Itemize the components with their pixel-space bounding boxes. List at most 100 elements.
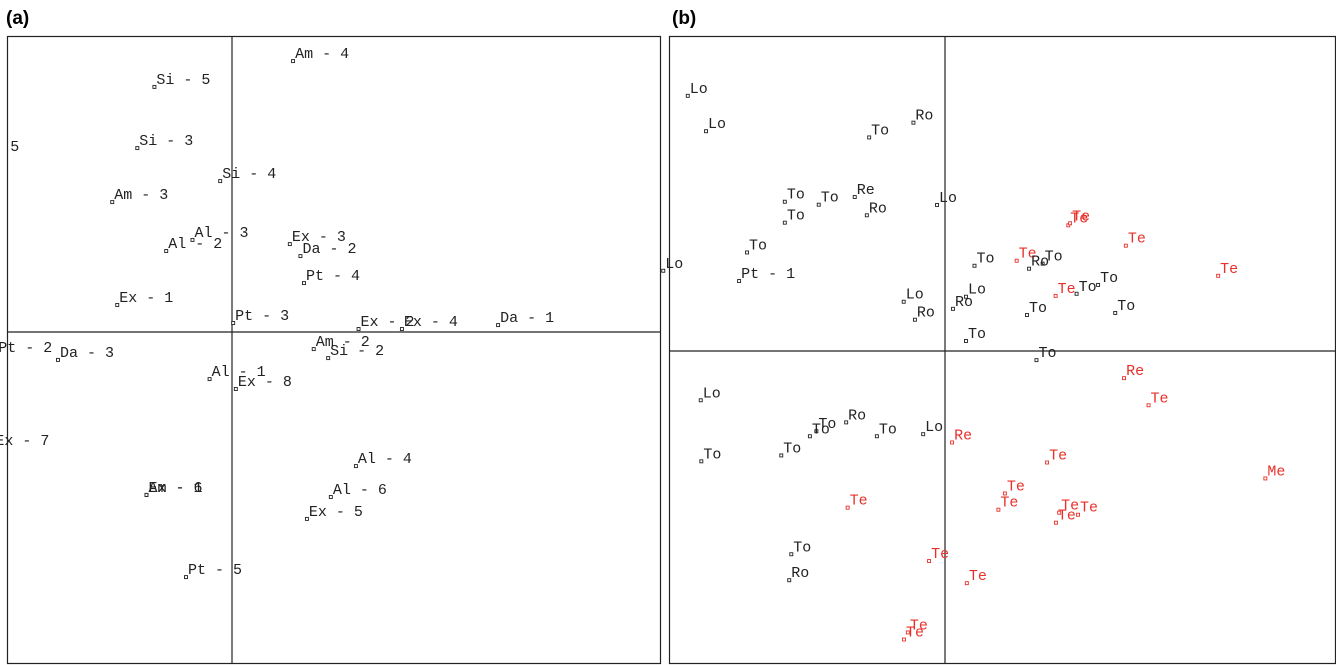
point-marker	[1113, 310, 1118, 315]
point-marker	[1074, 291, 1079, 296]
point-label: To	[968, 326, 986, 343]
scatter-point: Ex - 7	[0, 433, 49, 450]
point-marker	[911, 120, 916, 125]
point-label: To	[812, 421, 830, 438]
point-marker	[207, 377, 212, 382]
point-marker	[164, 249, 169, 253]
point-marker	[964, 581, 969, 586]
point-marker	[905, 630, 910, 635]
point-label: Lo	[925, 419, 943, 436]
point-marker	[1216, 273, 1221, 278]
scatter-point: Al - 1	[207, 364, 266, 382]
scatter-point: To	[807, 421, 830, 438]
scatter-point: Te	[1076, 500, 1098, 517]
point-marker	[699, 459, 704, 464]
scatter-point: Si - 4	[218, 166, 276, 183]
point-marker	[912, 317, 917, 322]
point-marker	[844, 420, 849, 425]
scatter-point: Pt - 3	[231, 308, 289, 325]
scatter-point: Te	[845, 493, 868, 510]
scatter-point: Da - 2	[298, 241, 356, 259]
point-marker	[1263, 476, 1268, 481]
point-marker	[996, 507, 1001, 512]
point-marker	[328, 495, 333, 499]
point-label: Da - 1	[500, 310, 554, 327]
point-marker	[1040, 261, 1045, 266]
point-label: Al - 2	[168, 236, 222, 253]
point-label: Ex - 8	[238, 374, 292, 391]
scatter-point: Ro	[911, 108, 933, 125]
point-marker	[779, 453, 784, 458]
scatter-point: To	[816, 190, 839, 207]
scatter-point: To	[874, 421, 897, 438]
scatter-point: To	[1034, 345, 1056, 362]
point-marker	[963, 294, 968, 299]
scatter-point: To	[782, 208, 805, 225]
scatter-point: Si - 5	[152, 72, 210, 89]
point-marker	[356, 327, 361, 331]
point-label: Am - 1	[148, 480, 202, 497]
point-marker	[921, 432, 926, 437]
point-label: Ro	[848, 407, 866, 424]
point-label: Te	[969, 568, 987, 585]
point-label: Lo	[665, 256, 683, 273]
point-marker	[184, 575, 188, 580]
point-marker	[950, 440, 955, 445]
scatter-point: Te	[1146, 390, 1169, 407]
scatter-point: Ro	[1027, 254, 1049, 271]
scatter-point: To	[963, 326, 986, 343]
point-marker	[298, 254, 303, 259]
scatter-point: Al - 5	[0, 139, 19, 156]
point-label: Re	[954, 427, 972, 444]
point-marker	[115, 303, 120, 307]
scatter-point: Da - 1	[496, 310, 554, 327]
point-label: Te	[931, 546, 949, 563]
scatter-point: Pt - 1	[737, 266, 795, 283]
point-marker	[698, 398, 703, 403]
point-label: Lo	[690, 81, 708, 98]
point-label: Te	[1000, 495, 1018, 512]
point-label: Da - 3	[60, 345, 114, 362]
scatter-point: Te	[996, 495, 1018, 512]
scatter-point: To	[1074, 279, 1097, 296]
scatter-point: Ex - 8	[233, 374, 292, 391]
point-marker	[231, 321, 236, 325]
point-label: Lo	[939, 190, 957, 207]
point-marker	[901, 299, 906, 304]
scatter-point: Te	[1014, 246, 1037, 263]
point-label: Ex - 5	[309, 504, 363, 521]
scatter-point: Lo	[901, 287, 924, 304]
scatter-point: Am - 2	[311, 334, 370, 352]
point-label: Te	[1151, 390, 1169, 407]
point-marker	[789, 552, 794, 557]
scatter-point: Ro	[951, 294, 973, 311]
point-marker	[661, 268, 666, 273]
point-marker	[927, 559, 932, 563]
scatter-point: Lo	[963, 282, 986, 299]
point-label: Pt - 3	[235, 308, 289, 325]
scatter-point: Te	[1057, 498, 1079, 515]
point-marker	[311, 347, 316, 352]
point-marker	[1002, 491, 1007, 496]
scatter-point: To	[789, 539, 811, 557]
scatter-point: To	[745, 237, 767, 254]
point-label: Am - 4	[295, 46, 349, 63]
point-marker	[291, 59, 296, 64]
point-label: To	[1100, 270, 1118, 287]
scatter-point: Ro	[787, 565, 809, 582]
point-label: To	[977, 251, 995, 268]
scatter-point: Te	[1002, 478, 1025, 496]
scatter-point: Pt - 5	[184, 562, 242, 579]
point-marker	[135, 146, 140, 151]
point-label: Al - 3	[194, 225, 248, 242]
scatter-point: Pt - 4	[302, 268, 360, 285]
scatter-point: Al - 4	[353, 451, 412, 468]
point-label: Al - 1	[212, 364, 266, 381]
point-label: Ro	[791, 565, 809, 582]
point-marker	[935, 203, 939, 207]
point-label: Pt - 1	[741, 266, 795, 283]
scatter-point: To	[1040, 249, 1063, 266]
point-label: To	[749, 237, 767, 254]
scatter-point: Si - 3	[135, 133, 193, 151]
